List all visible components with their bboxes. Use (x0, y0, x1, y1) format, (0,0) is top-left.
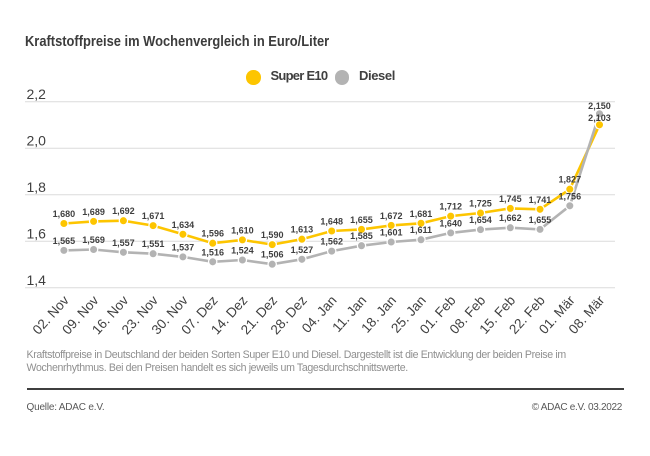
svg-text:1,689: 1,689 (82, 207, 105, 217)
svg-text:1,601: 1,601 (380, 228, 403, 238)
svg-text:1,655: 1,655 (529, 215, 552, 225)
svg-text:1,712: 1,712 (439, 202, 462, 212)
svg-text:1,681: 1,681 (410, 209, 433, 219)
svg-text:2,103: 2,103 (588, 113, 611, 123)
svg-text:2,150: 2,150 (588, 101, 611, 111)
svg-text:1,524: 1,524 (231, 246, 254, 256)
svg-text:1,565: 1,565 (53, 236, 76, 246)
svg-text:1,8: 1,8 (27, 179, 47, 195)
svg-text:1,680: 1,680 (53, 209, 76, 219)
svg-text:1,516: 1,516 (201, 247, 224, 257)
svg-text:1,725: 1,725 (469, 199, 492, 209)
svg-text:1,562: 1,562 (320, 237, 343, 247)
svg-text:2,0: 2,0 (27, 133, 47, 149)
svg-text:1,634: 1,634 (172, 220, 195, 230)
svg-text:1,648: 1,648 (320, 217, 343, 227)
svg-text:1,672: 1,672 (380, 211, 403, 221)
svg-text:1,741: 1,741 (529, 195, 552, 205)
svg-text:1,537: 1,537 (172, 242, 195, 252)
svg-text:1,655: 1,655 (350, 215, 373, 225)
svg-text:1,585: 1,585 (350, 231, 373, 241)
svg-text:1,4: 1,4 (27, 272, 47, 288)
svg-text:1,613: 1,613 (291, 225, 314, 235)
svg-text:1,611: 1,611 (410, 225, 432, 235)
svg-text:1,640: 1,640 (439, 218, 462, 228)
svg-text:1,6: 1,6 (27, 226, 47, 242)
svg-text:1,506: 1,506 (261, 250, 284, 260)
svg-text:1,596: 1,596 (201, 229, 224, 239)
svg-text:1,551: 1,551 (142, 239, 165, 249)
svg-text:1,569: 1,569 (82, 235, 105, 245)
svg-text:1,590: 1,590 (261, 230, 284, 240)
svg-text:1,827: 1,827 (558, 175, 581, 185)
svg-text:1,610: 1,610 (231, 225, 254, 235)
svg-text:1,557: 1,557 (112, 238, 135, 248)
svg-text:1,654: 1,654 (469, 215, 492, 225)
svg-text:1,671: 1,671 (142, 211, 165, 221)
svg-text:1,527: 1,527 (291, 245, 314, 255)
svg-text:1,745: 1,745 (499, 194, 522, 204)
svg-text:2,2: 2,2 (27, 86, 47, 102)
svg-text:1,756: 1,756 (558, 191, 581, 201)
svg-text:1,692: 1,692 (112, 206, 135, 216)
svg-text:1,662: 1,662 (499, 213, 522, 223)
